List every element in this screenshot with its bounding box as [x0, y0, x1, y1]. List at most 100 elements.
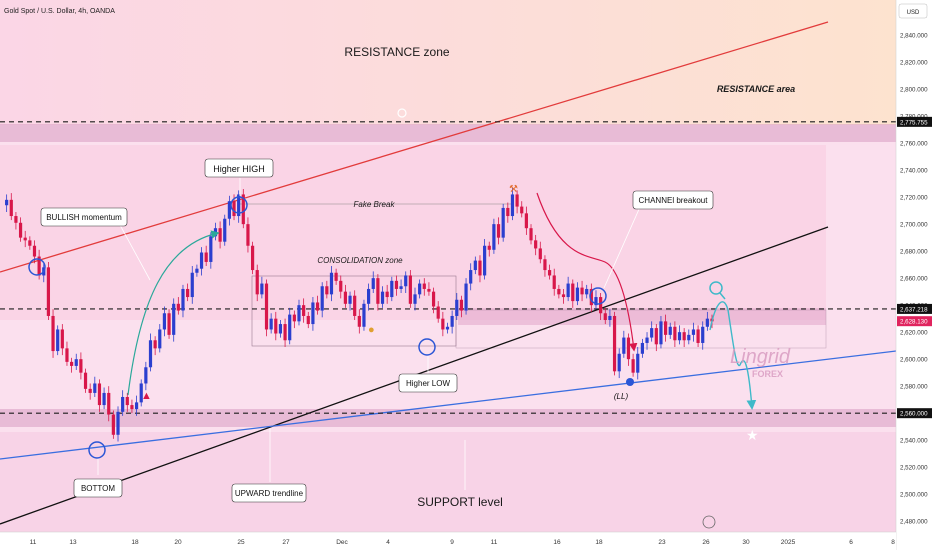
- magnifier-handle: [719, 292, 726, 300]
- candle-body: [190, 272, 194, 298]
- candle-body: [9, 199, 13, 217]
- candle-body: [283, 324, 287, 341]
- x-tick-label: 11: [30, 539, 37, 546]
- candle-body: [575, 287, 580, 302]
- candle-body: [603, 313, 607, 321]
- candle-body: [557, 288, 561, 295]
- upper-band-fill: [0, 145, 826, 320]
- candle-body: [125, 396, 129, 406]
- price-level-badge: [897, 408, 932, 419]
- candle-body: [464, 283, 468, 311]
- candle-body: [404, 275, 408, 287]
- candle-body: [158, 329, 162, 349]
- x-tick-label: 16: [553, 539, 561, 546]
- currency-badge[interactable]: [898, 3, 928, 19]
- candle-body: [297, 305, 301, 322]
- candle-body: [645, 337, 649, 343]
- candle-body: [617, 353, 621, 372]
- higher-high-callout: Higher HIGH: [204, 158, 274, 178]
- x-tick-label: Dec: [336, 539, 348, 546]
- candle-body: [292, 314, 296, 322]
- support-level-label: SUPPORT level: [417, 495, 503, 509]
- candle-body: [608, 315, 612, 321]
- y-tick-label: 2,720.000: [900, 195, 928, 202]
- candle-body: [269, 318, 273, 330]
- x-tick-label: 2025: [781, 539, 796, 546]
- candle-body: [241, 194, 245, 225]
- projection-path: [709, 301, 757, 410]
- candle-body: [65, 348, 69, 362]
- candle-body: [199, 252, 204, 269]
- candle-body: [571, 283, 575, 302]
- hammer-icon: ⚒: [509, 184, 518, 195]
- y-tick-label: 2,520.000: [900, 465, 928, 472]
- candle-body: [594, 297, 598, 306]
- candle-body: [28, 240, 32, 246]
- candle-body: [362, 303, 366, 327]
- candle-body: [306, 315, 310, 325]
- support-zone-fill: [0, 432, 896, 550]
- y-tick-label: 2,700.000: [900, 222, 928, 229]
- candle-body: [288, 314, 292, 341]
- lower-low-dot: [626, 378, 634, 386]
- candle-body: [696, 329, 700, 343]
- y-axis-ticks: 2,480.000 2,500.000 2,520.000 2,540.000 2,56…: [897, 33, 932, 526]
- candle-body: [334, 272, 338, 281]
- candle-body: [250, 245, 255, 271]
- candle-body: [357, 315, 361, 327]
- candle-body: [23, 237, 27, 241]
- candle-body: [223, 218, 227, 242]
- svg-text:BOTTOM: BOTTOM: [81, 484, 115, 493]
- candle-body: [580, 287, 584, 295]
- symbol-title: Gold Spot / U.S. Dollar, 4h, OANDA: [4, 8, 115, 15]
- candle-body: [227, 201, 231, 219]
- candle-body: [139, 383, 143, 403]
- currency-badge-label: USD: [907, 10, 920, 16]
- candle-body: [176, 303, 180, 311]
- candle-body: [315, 302, 320, 311]
- svg-text:UPWARD trendline: UPWARD trendline: [235, 489, 304, 498]
- candle-body: [325, 286, 329, 295]
- candle-body: [186, 288, 190, 298]
- candle-body: [534, 240, 538, 249]
- candle-body: [56, 329, 60, 352]
- x-axis-ticks: 11 13 18 20 25 27 Dec 4 9 11 16 18 23 26 30 2025 6 8: [30, 539, 896, 546]
- watermark-sub: FOREX: [752, 369, 783, 379]
- candle-body: [246, 224, 250, 246]
- candle-body: [506, 207, 510, 217]
- candle-body: [18, 222, 23, 238]
- candle-body: [74, 359, 78, 366]
- candle-body: [367, 288, 371, 304]
- candle-body: [566, 283, 570, 298]
- candle-body: [663, 321, 668, 335]
- candle-body: [691, 329, 696, 335]
- candle-body: [701, 326, 705, 343]
- x-tick-label: 18: [595, 539, 603, 546]
- pivot-circle-left: [28, 258, 46, 276]
- time-axis[interactable]: [0, 532, 896, 550]
- y-tick-label: 2,480.000: [900, 519, 928, 526]
- snail-icon: ●: [368, 324, 375, 336]
- candle-body: [70, 361, 74, 366]
- candle-body: [302, 305, 306, 316]
- candle-body: [394, 280, 399, 289]
- candle-body: [529, 228, 533, 241]
- svg-text:CHANNEl breakout: CHANNEl breakout: [639, 196, 709, 205]
- candle-body: [496, 224, 501, 238]
- watermark-brand: Lingrid: [730, 346, 791, 368]
- lightning-icon[interactable]: [702, 515, 716, 529]
- y-tick-label: 2,500.000: [900, 492, 928, 499]
- candle-body: [413, 294, 417, 304]
- candle-body: [654, 328, 658, 345]
- candle-body: [329, 272, 334, 295]
- candle-body: [380, 291, 385, 304]
- candle-body: [264, 283, 269, 330]
- price-axis[interactable]: [896, 0, 932, 550]
- candle-body: [552, 275, 556, 289]
- price-level-badge: [897, 116, 932, 127]
- reset-icon[interactable]: [397, 108, 407, 118]
- upward-trendline-callout: UPWARD trendline: [231, 483, 307, 503]
- candle-body: [520, 206, 524, 214]
- candle-body: [218, 228, 222, 242]
